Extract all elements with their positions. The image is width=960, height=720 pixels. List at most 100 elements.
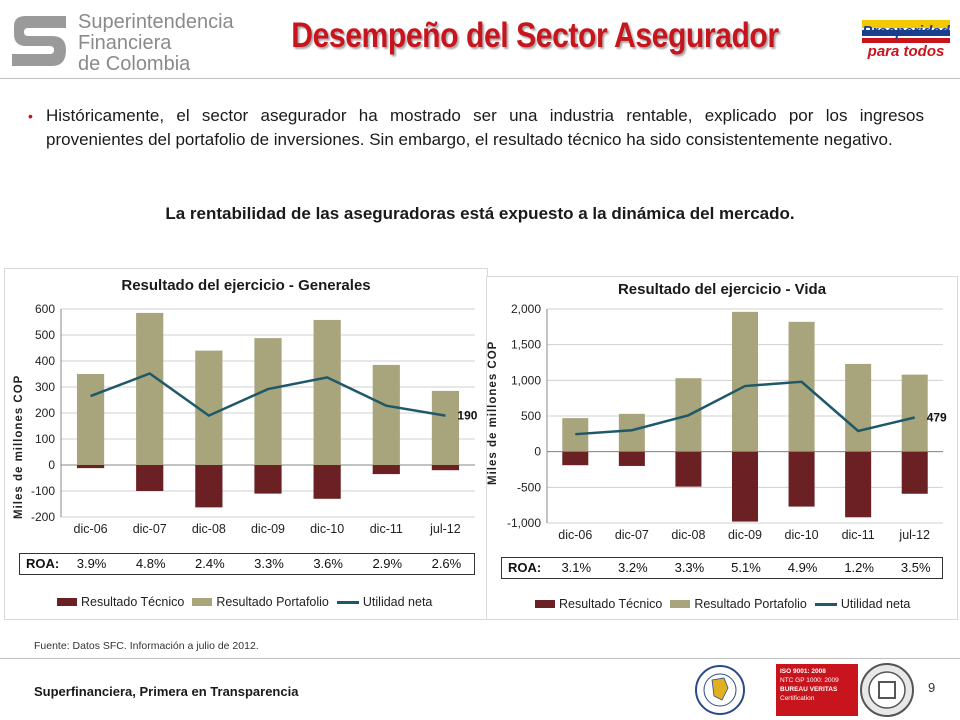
page-number: 9 [928, 680, 936, 695]
bar-tecnico [845, 451, 872, 518]
y-tick-label: 500 [35, 328, 55, 342]
roa-value: 3.3% [254, 556, 284, 571]
chart-plot: -200 -100 0 100 200 300 400 500 600 dic-06 dic-07 d… [31, 302, 478, 536]
y-tick-label: 400 [35, 354, 55, 368]
chart-legend: Resultado Técnico Resultado Portafolio U… [535, 597, 918, 611]
roa-row: ROA: 3.1% 3.2% 3.3% 5.1% 4.9% 1.2% 3.5% [501, 557, 943, 579]
certification-badge: ISO 9001: 2008 NTC GP 1000: 2009 BUREAU … [776, 664, 858, 716]
footer-divider [0, 658, 960, 659]
chart-title: Resultado del ejercicio - Vida [617, 281, 827, 298]
x-tick-label: dic-07 [615, 528, 649, 542]
legend-swatch-utilidad [336, 600, 359, 604]
roa-value: 3.1% [561, 560, 592, 575]
cert-line: ISO 9001: 2008 [780, 668, 826, 675]
roa-value: 5.1% [731, 560, 761, 575]
x-tick-label: dic-07 [133, 522, 167, 536]
roa-value: 2.6% [431, 556, 462, 571]
sfc-logo-text: Superintendencia Financiera de Colombia [78, 12, 234, 75]
header-divider [0, 78, 960, 79]
bar-tecnico [788, 451, 815, 507]
roa-row: ROA: 3.9% 4.8% 2.4% 3.3% 3.6% 2.9% 2.6% [19, 553, 475, 575]
cert-line: BUREAU VERITAS [780, 686, 838, 693]
bar-tecnico [372, 465, 400, 475]
sfc-logo-line: de Colombia [78, 53, 191, 75]
legend-label: Resultado Técnico [81, 595, 185, 609]
x-tick-label: jul-12 [429, 522, 461, 536]
x-tick-label: dic-08 [192, 522, 226, 536]
prosperidad-line-2: para todos [867, 43, 945, 60]
legend-swatch-portafolio [670, 600, 691, 608]
roa-label: ROA: [508, 560, 542, 575]
bar-tecnico [901, 451, 928, 494]
legend-swatch-tecnico [535, 600, 555, 608]
bullet-icon: • [28, 108, 33, 124]
legend-swatch-utilidad [814, 602, 837, 606]
sfc-logo-line: Superintendencia [78, 11, 234, 33]
roa-value: 2.4% [195, 556, 225, 571]
chart-plot: -1,000 -500 0 500 1,000 1,500 2,000 dic-06 dic-0… [507, 302, 947, 542]
roa-value: 3.9% [76, 556, 107, 571]
x-tick-label: jul-12 [898, 528, 930, 542]
chart-vida: Resultado del ejercicio - Vida Miles de … [486, 276, 958, 620]
y-tick-label: 0 [48, 458, 55, 472]
legend-label: Utilidad neta [840, 597, 911, 611]
legend-label: Resultado Portafolio [216, 595, 329, 609]
y-tick-label: 300 [35, 380, 55, 394]
prosperidad-line-1: Prosperidad [862, 23, 950, 40]
bar-tecnico [431, 465, 460, 471]
highlight-statement: La rentabilidad de las aseguradoras está… [165, 204, 795, 223]
bar-tecnico [562, 451, 589, 466]
bar-portafolio [76, 374, 105, 465]
roa-value: 3.2% [618, 560, 648, 575]
bar-portafolio [313, 319, 341, 465]
sfc-logo: Superintendencia Financiera de Colombia [8, 10, 234, 76]
y-tick-label: 2,000 [511, 302, 541, 316]
intro-paragraph: Históricamente, el sector asegurador ha … [46, 106, 924, 149]
footer-slogan: Superfinanciera, Primera en Transparenci… [34, 684, 299, 699]
y-tick-label: -100 [31, 484, 55, 498]
bar-portafolio [136, 312, 164, 465]
bar-portafolio [788, 321, 815, 452]
cert-line: Certification [780, 695, 815, 702]
x-tick-label: dic-06 [558, 528, 592, 542]
x-tick-label: dic-11 [370, 522, 403, 536]
roa-value: 1.2% [844, 560, 874, 575]
y-tick-label: 100 [35, 432, 55, 446]
legend-label: Utilidad neta [362, 595, 433, 609]
roa-value: 4.9% [787, 560, 818, 575]
bar-portafolio [254, 338, 282, 465]
y-tick-label: -500 [517, 480, 541, 494]
y-tick-label: 0 [534, 445, 541, 459]
bar-tecnico [618, 451, 645, 466]
y-tick-label: 500 [521, 409, 541, 423]
y-tick-label: 200 [35, 406, 55, 420]
y-tick-label: 1,500 [511, 338, 541, 352]
bar-tecnico [195, 465, 223, 508]
roa-value: 2.9% [372, 556, 403, 571]
page-title: Desempeño del Sector Asegurador [291, 16, 779, 55]
bar-tecnico [731, 451, 759, 522]
roa-value: 3.6% [313, 556, 343, 571]
roa-value: 3.3% [674, 560, 705, 575]
y-tick-label: -200 [31, 510, 55, 524]
y-tick-label: -1,000 [507, 516, 541, 530]
data-label: 190 [457, 409, 477, 423]
bar-tecnico [254, 465, 282, 494]
legend-swatch-tecnico [57, 598, 77, 606]
y-tick-label: 600 [35, 302, 55, 316]
bar-portafolio [618, 413, 645, 452]
prosperidad-logo-icon: Prosperidad para todos [862, 20, 951, 60]
bar-portafolio [901, 374, 928, 452]
bar-tecnico [675, 451, 702, 487]
x-tick-label: dic-06 [74, 522, 108, 536]
legend-label: Resultado Técnico [559, 597, 663, 611]
bar-portafolio [731, 311, 759, 452]
roa-value: 3.5% [900, 560, 931, 575]
x-tick-label: dic-10 [785, 528, 819, 542]
bar-tecnico [136, 465, 164, 491]
roa-label: ROA: [26, 556, 60, 571]
bar-tecnico [76, 465, 105, 469]
bar-portafolio [372, 364, 400, 465]
roa-value: 4.8% [135, 556, 166, 571]
source-note: Fuente: Datos SFC. Información a julio d… [34, 640, 259, 652]
